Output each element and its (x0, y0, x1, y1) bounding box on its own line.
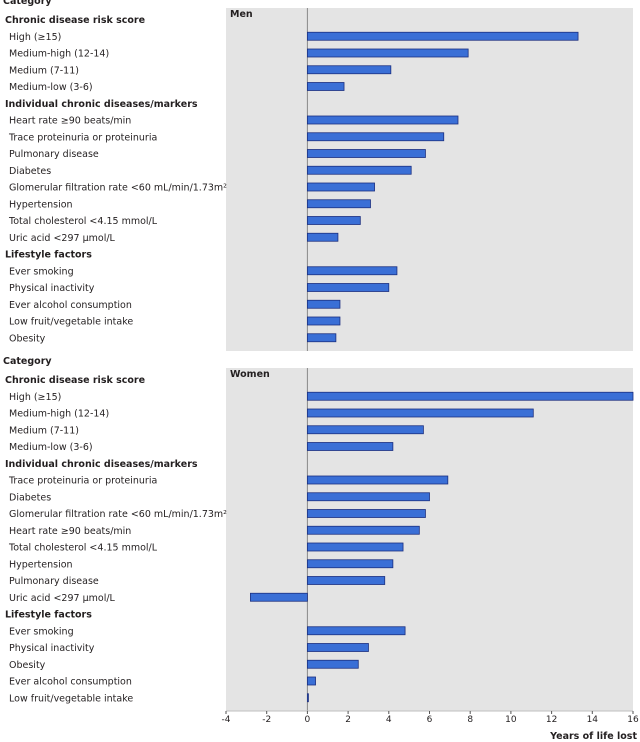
men-category-label: Medium-high (12-14) (9, 49, 109, 60)
women-category-label: Low fruit/vegetable intake (9, 693, 133, 704)
men-category-label: Medium-low (3-6) (9, 82, 93, 93)
x-tick-label: 14 (587, 715, 599, 725)
women-bar (306, 542, 404, 552)
women-category-label: High (≥15) (9, 392, 61, 403)
women-bar (306, 676, 316, 686)
women-bar (306, 509, 426, 518)
women-category-label: Trace proteinuria or proteinuria (8, 476, 157, 487)
men-category-label: Glomerular filtration rate <60 mL/min/1.… (9, 183, 227, 194)
men-bar (306, 132, 445, 142)
women-bar (306, 693, 309, 703)
men-category-label: Medium (7-11) (9, 65, 79, 76)
men-bar (306, 182, 375, 192)
men-bar (306, 31, 579, 41)
men-category-label: Total cholesterol <4.15 mmol/L (8, 216, 158, 227)
men-category-label: High (≥15) (9, 32, 61, 43)
x-tick-label: 8 (467, 715, 473, 725)
women-bar (250, 592, 308, 602)
men-group-heading: Lifestyle factors (5, 250, 92, 261)
men-category-label: Low fruit/vegetable intake (9, 317, 133, 328)
women-category-label: Uric acid <297 µmol/L (9, 593, 116, 604)
men-group-heading: Individual chronic diseases/markers (5, 99, 198, 110)
men-category-label: Physical inactivity (9, 283, 95, 294)
women-panel: Category Women Chronic disease risk score H… (3, 356, 634, 711)
men-plot-background (226, 8, 633, 351)
women-category-label: Hypertension (9, 559, 73, 570)
men-category-label: Obesity (9, 333, 46, 344)
men-category-label: Pulmonary disease (9, 149, 99, 160)
women-group-heading: Individual chronic diseases/markers (5, 459, 198, 470)
men-bar (306, 299, 341, 309)
men-category-label: Ever alcohol consumption (9, 300, 132, 311)
women-group-heading: Lifestyle factors (5, 610, 92, 621)
x-tick-label: 0 (305, 715, 311, 725)
men-bar (306, 283, 390, 292)
men-bar (306, 199, 371, 209)
x-tick-label: 16 (627, 715, 639, 725)
men-category-heading: Category (3, 0, 52, 7)
women-bar (306, 659, 359, 669)
men-bar (306, 232, 339, 242)
women-category-label: Ever smoking (9, 626, 74, 637)
women-category-heading: Category (3, 356, 52, 367)
women-bar (306, 475, 449, 485)
women-bar (306, 643, 369, 652)
women-panel-title: Women (230, 369, 270, 380)
x-tick-label: 10 (505, 715, 517, 725)
men-category-label: Ever smoking (9, 266, 74, 277)
women-bar (306, 425, 424, 435)
men-category-label: Heart rate ≥90 beats/min (9, 116, 131, 127)
women-bar (306, 576, 386, 585)
men-category-label: Uric acid <297 µmol/L (9, 233, 116, 244)
women-category-label: Physical inactivity (9, 643, 95, 654)
x-tick-label: 4 (386, 715, 392, 725)
women-bar (306, 391, 634, 401)
women-category-label: Medium-low (3-6) (9, 442, 93, 453)
men-group-heading: Chronic disease risk score (5, 15, 145, 26)
women-category-label: Glomerular filtration rate <60 mL/min/1.… (9, 509, 227, 520)
women-plot-background (226, 368, 633, 711)
women-bar (306, 442, 394, 451)
women-bar (306, 626, 406, 636)
men-category-label: Trace proteinuria or proteinuria (8, 132, 157, 143)
women-category-label: Obesity (9, 660, 46, 671)
women-group-heading: Chronic disease risk score (5, 375, 145, 386)
x-tick-label: -2 (262, 715, 271, 725)
women-category-label: Diabetes (9, 492, 51, 503)
x-tick-label: 12 (546, 715, 557, 725)
women-bar (306, 408, 534, 418)
women-category-label: Medium-high (12-14) (9, 409, 109, 420)
women-bar (306, 525, 420, 535)
men-bar (306, 316, 341, 326)
women-category-label: Medium (7-11) (9, 425, 79, 436)
x-tick-label: 6 (427, 715, 433, 725)
women-category-label: Total cholesterol <4.15 mmol/L (8, 543, 158, 554)
men-panel-title: Men (230, 9, 253, 20)
men-bar (306, 165, 412, 175)
men-panel: Category Men Chronic disease risk score Hig… (3, 0, 633, 351)
men-bar (306, 266, 398, 276)
women-category-label: Ever alcohol consumption (9, 677, 132, 688)
women-category-label: Pulmonary disease (9, 576, 99, 587)
x-axis-label: Years of life lost (549, 731, 637, 742)
men-category-label: Hypertension (9, 199, 73, 210)
men-bar (306, 115, 459, 125)
x-axis: -4 -2 0 2 4 6 8 10 12 14 16 (222, 710, 639, 725)
x-tick-label: -4 (222, 715, 231, 725)
men-category-label: Diabetes (9, 166, 51, 177)
men-bar (306, 48, 469, 58)
x-tick-label: 2 (345, 715, 351, 725)
men-bar (306, 65, 392, 75)
women-bar (306, 492, 430, 502)
women-category-label: Heart rate ≥90 beats/min (9, 526, 131, 537)
women-bar (306, 559, 394, 569)
men-bar (306, 82, 345, 91)
men-bar (306, 216, 361, 225)
men-bar (306, 333, 337, 343)
men-bar (306, 149, 426, 158)
